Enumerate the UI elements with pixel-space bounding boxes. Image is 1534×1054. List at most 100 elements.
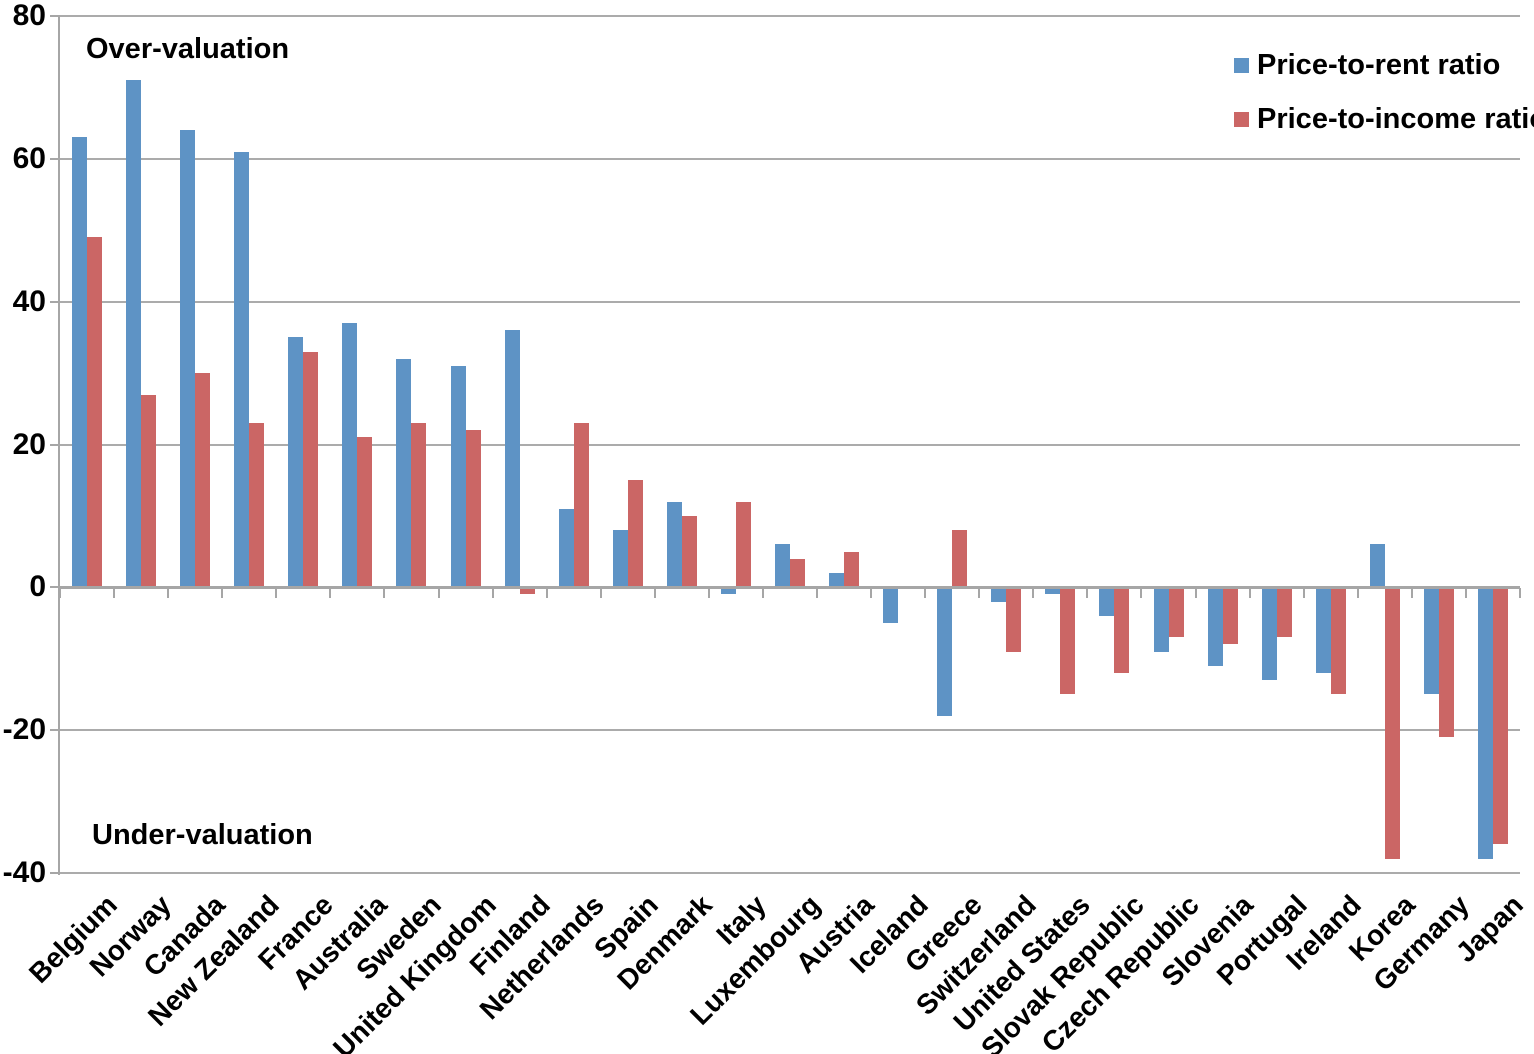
legend-swatch-price-to-rent — [1234, 57, 1249, 73]
bar-price-to-rent-ratio-germany — [1423, 587, 1439, 695]
gridline-40 — [60, 300, 1520, 303]
legend-label-price-to-rent: Price-to-rent ratio — [1257, 49, 1501, 81]
bar-price-to-rent-ratio-greece — [937, 587, 953, 716]
bar-price-to-income-ratio-korea — [1384, 587, 1400, 859]
y-tick-label-60: 60 — [12, 141, 46, 175]
gridline-20 — [60, 443, 1520, 446]
bar-price-to-rent-ratio-japan — [1477, 587, 1493, 859]
x-axis-tick — [491, 588, 494, 599]
x-axis-tick — [167, 588, 170, 599]
bar-price-to-income-ratio-czech-republic — [1168, 587, 1184, 638]
y-tick-label-20: 20 — [12, 427, 46, 461]
bar-price-to-rent-ratio-slovenia — [1207, 587, 1223, 666]
over-valuation-label: Over-valuation — [86, 33, 290, 65]
bar-price-to-rent-ratio-belgium — [72, 137, 88, 588]
x-axis-tick — [653, 588, 656, 599]
y-axis-line — [58, 16, 60, 875]
bar-price-to-income-ratio-spain — [627, 480, 643, 588]
y-tick-label-0: 0 — [29, 570, 46, 604]
x-axis-tick — [1194, 588, 1197, 599]
y-tick-label--40: -40 — [2, 856, 46, 889]
bar-price-to-income-ratio-united-states — [1060, 587, 1076, 695]
bar-price-to-rent-ratio-slovak-republic — [1099, 587, 1115, 616]
x-axis-tick — [761, 588, 764, 599]
bar-price-to-income-ratio-italy — [735, 501, 751, 588]
x-axis-tick — [437, 588, 440, 599]
bar-price-to-rent-ratio-switzerland — [991, 587, 1007, 602]
bar-price-to-income-ratio-portugal — [1276, 587, 1292, 638]
gridline--20 — [60, 729, 1520, 732]
bar-price-to-rent-ratio-finland — [504, 330, 520, 588]
bar-price-to-income-ratio-japan — [1492, 587, 1508, 845]
bar-price-to-rent-ratio-denmark — [666, 501, 682, 588]
x-axis-tick — [545, 588, 548, 599]
bar-price-to-income-ratio-switzerland — [1006, 587, 1022, 652]
x-axis-tick — [816, 588, 819, 599]
bar-price-to-income-ratio-belgium — [87, 237, 103, 588]
bar-price-to-rent-ratio-portugal — [1261, 587, 1277, 681]
x-axis-tick — [1410, 588, 1413, 599]
x-axis-tick — [870, 588, 873, 599]
y-tick-label-40: 40 — [12, 284, 46, 318]
bar-price-to-income-ratio-slovak-republic — [1114, 587, 1130, 674]
bar-price-to-income-ratio-australia — [357, 437, 373, 588]
bar-price-to-income-ratio-austria — [844, 551, 860, 588]
bar-price-to-income-ratio-finland — [519, 587, 535, 595]
x-axis-tick — [1032, 588, 1035, 599]
bar-price-to-income-ratio-denmark — [681, 515, 697, 588]
x-axis-tick — [59, 588, 61, 599]
y-tick--20 — [50, 729, 60, 732]
bar-price-to-income-ratio-luxembourg — [790, 558, 805, 588]
bar-price-to-rent-ratio-korea — [1369, 544, 1385, 588]
y-tick-label-80: 80 — [12, 0, 46, 32]
bar-price-to-rent-ratio-france — [288, 337, 304, 588]
y-tick-20 — [50, 443, 60, 446]
x-axis-tick — [1140, 588, 1143, 599]
bar-price-to-income-ratio-netherlands — [573, 423, 589, 588]
bar-price-to-rent-ratio-new-zealand — [234, 151, 250, 588]
bar-price-to-rent-ratio-sweden — [396, 358, 412, 588]
bar-price-to-income-ratio-france — [303, 351, 319, 588]
y-tick-label--20: -20 — [2, 713, 46, 747]
bar-price-to-income-ratio-norway — [141, 394, 157, 588]
x-axis-tick — [275, 588, 278, 599]
bar-price-to-income-ratio-slovenia — [1222, 587, 1238, 645]
x-axis-tick — [1519, 588, 1521, 599]
under-valuation-label: Under-valuation — [92, 819, 313, 851]
x-axis-tick — [113, 588, 116, 599]
y-tick-60 — [50, 157, 60, 160]
x-axis-tick — [924, 588, 927, 599]
bar-price-to-rent-ratio-iceland — [883, 587, 899, 624]
bar-price-to-rent-ratio-norway — [126, 80, 142, 588]
x-axis-tick — [383, 588, 386, 599]
bar-price-to-rent-ratio-ireland — [1315, 587, 1331, 674]
bar-price-to-rent-ratio-united-states — [1045, 587, 1061, 595]
x-axis-tick — [1464, 588, 1467, 599]
bar-price-to-income-ratio-greece — [952, 530, 968, 588]
x-axis-zero-line — [60, 586, 1520, 590]
legend-item-price-to-rent: Price-to-rent ratio — [1234, 50, 1534, 80]
x-axis-tick — [1248, 588, 1251, 599]
x-axis-tick — [1302, 588, 1305, 599]
bar-price-to-rent-ratio-united-kingdom — [450, 365, 466, 588]
x-axis-tick — [221, 588, 224, 599]
bar-price-to-rent-ratio-luxembourg — [775, 544, 790, 588]
legend: Price-to-rent ratio Price-to-income rati… — [1234, 50, 1534, 158]
bar-price-to-income-ratio-united-kingdom — [465, 430, 481, 588]
bar-price-to-rent-ratio-canada — [180, 130, 196, 588]
bar-price-to-rent-ratio-italy — [720, 587, 736, 595]
bar-price-to-income-ratio-ireland — [1330, 587, 1346, 695]
y-tick--40 — [50, 872, 60, 874]
x-axis-tick — [599, 588, 602, 599]
legend-label-price-to-income: Price-to-income ratio — [1257, 103, 1534, 135]
x-axis-tick — [707, 588, 710, 599]
bar-price-to-income-ratio-germany — [1438, 587, 1454, 738]
bar-price-to-income-ratio-sweden — [411, 423, 427, 588]
x-axis-tick — [329, 588, 332, 599]
bar-price-to-rent-ratio-spain — [612, 530, 628, 588]
x-axis-tick — [1086, 588, 1089, 599]
legend-swatch-price-to-income — [1234, 111, 1249, 127]
x-axis-tick — [978, 588, 981, 599]
x-axis-tick — [1356, 588, 1359, 599]
